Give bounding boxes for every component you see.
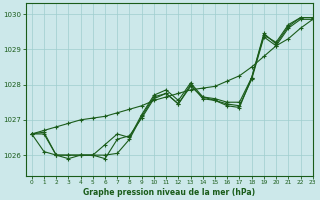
X-axis label: Graphe pression niveau de la mer (hPa): Graphe pression niveau de la mer (hPa): [83, 188, 255, 197]
